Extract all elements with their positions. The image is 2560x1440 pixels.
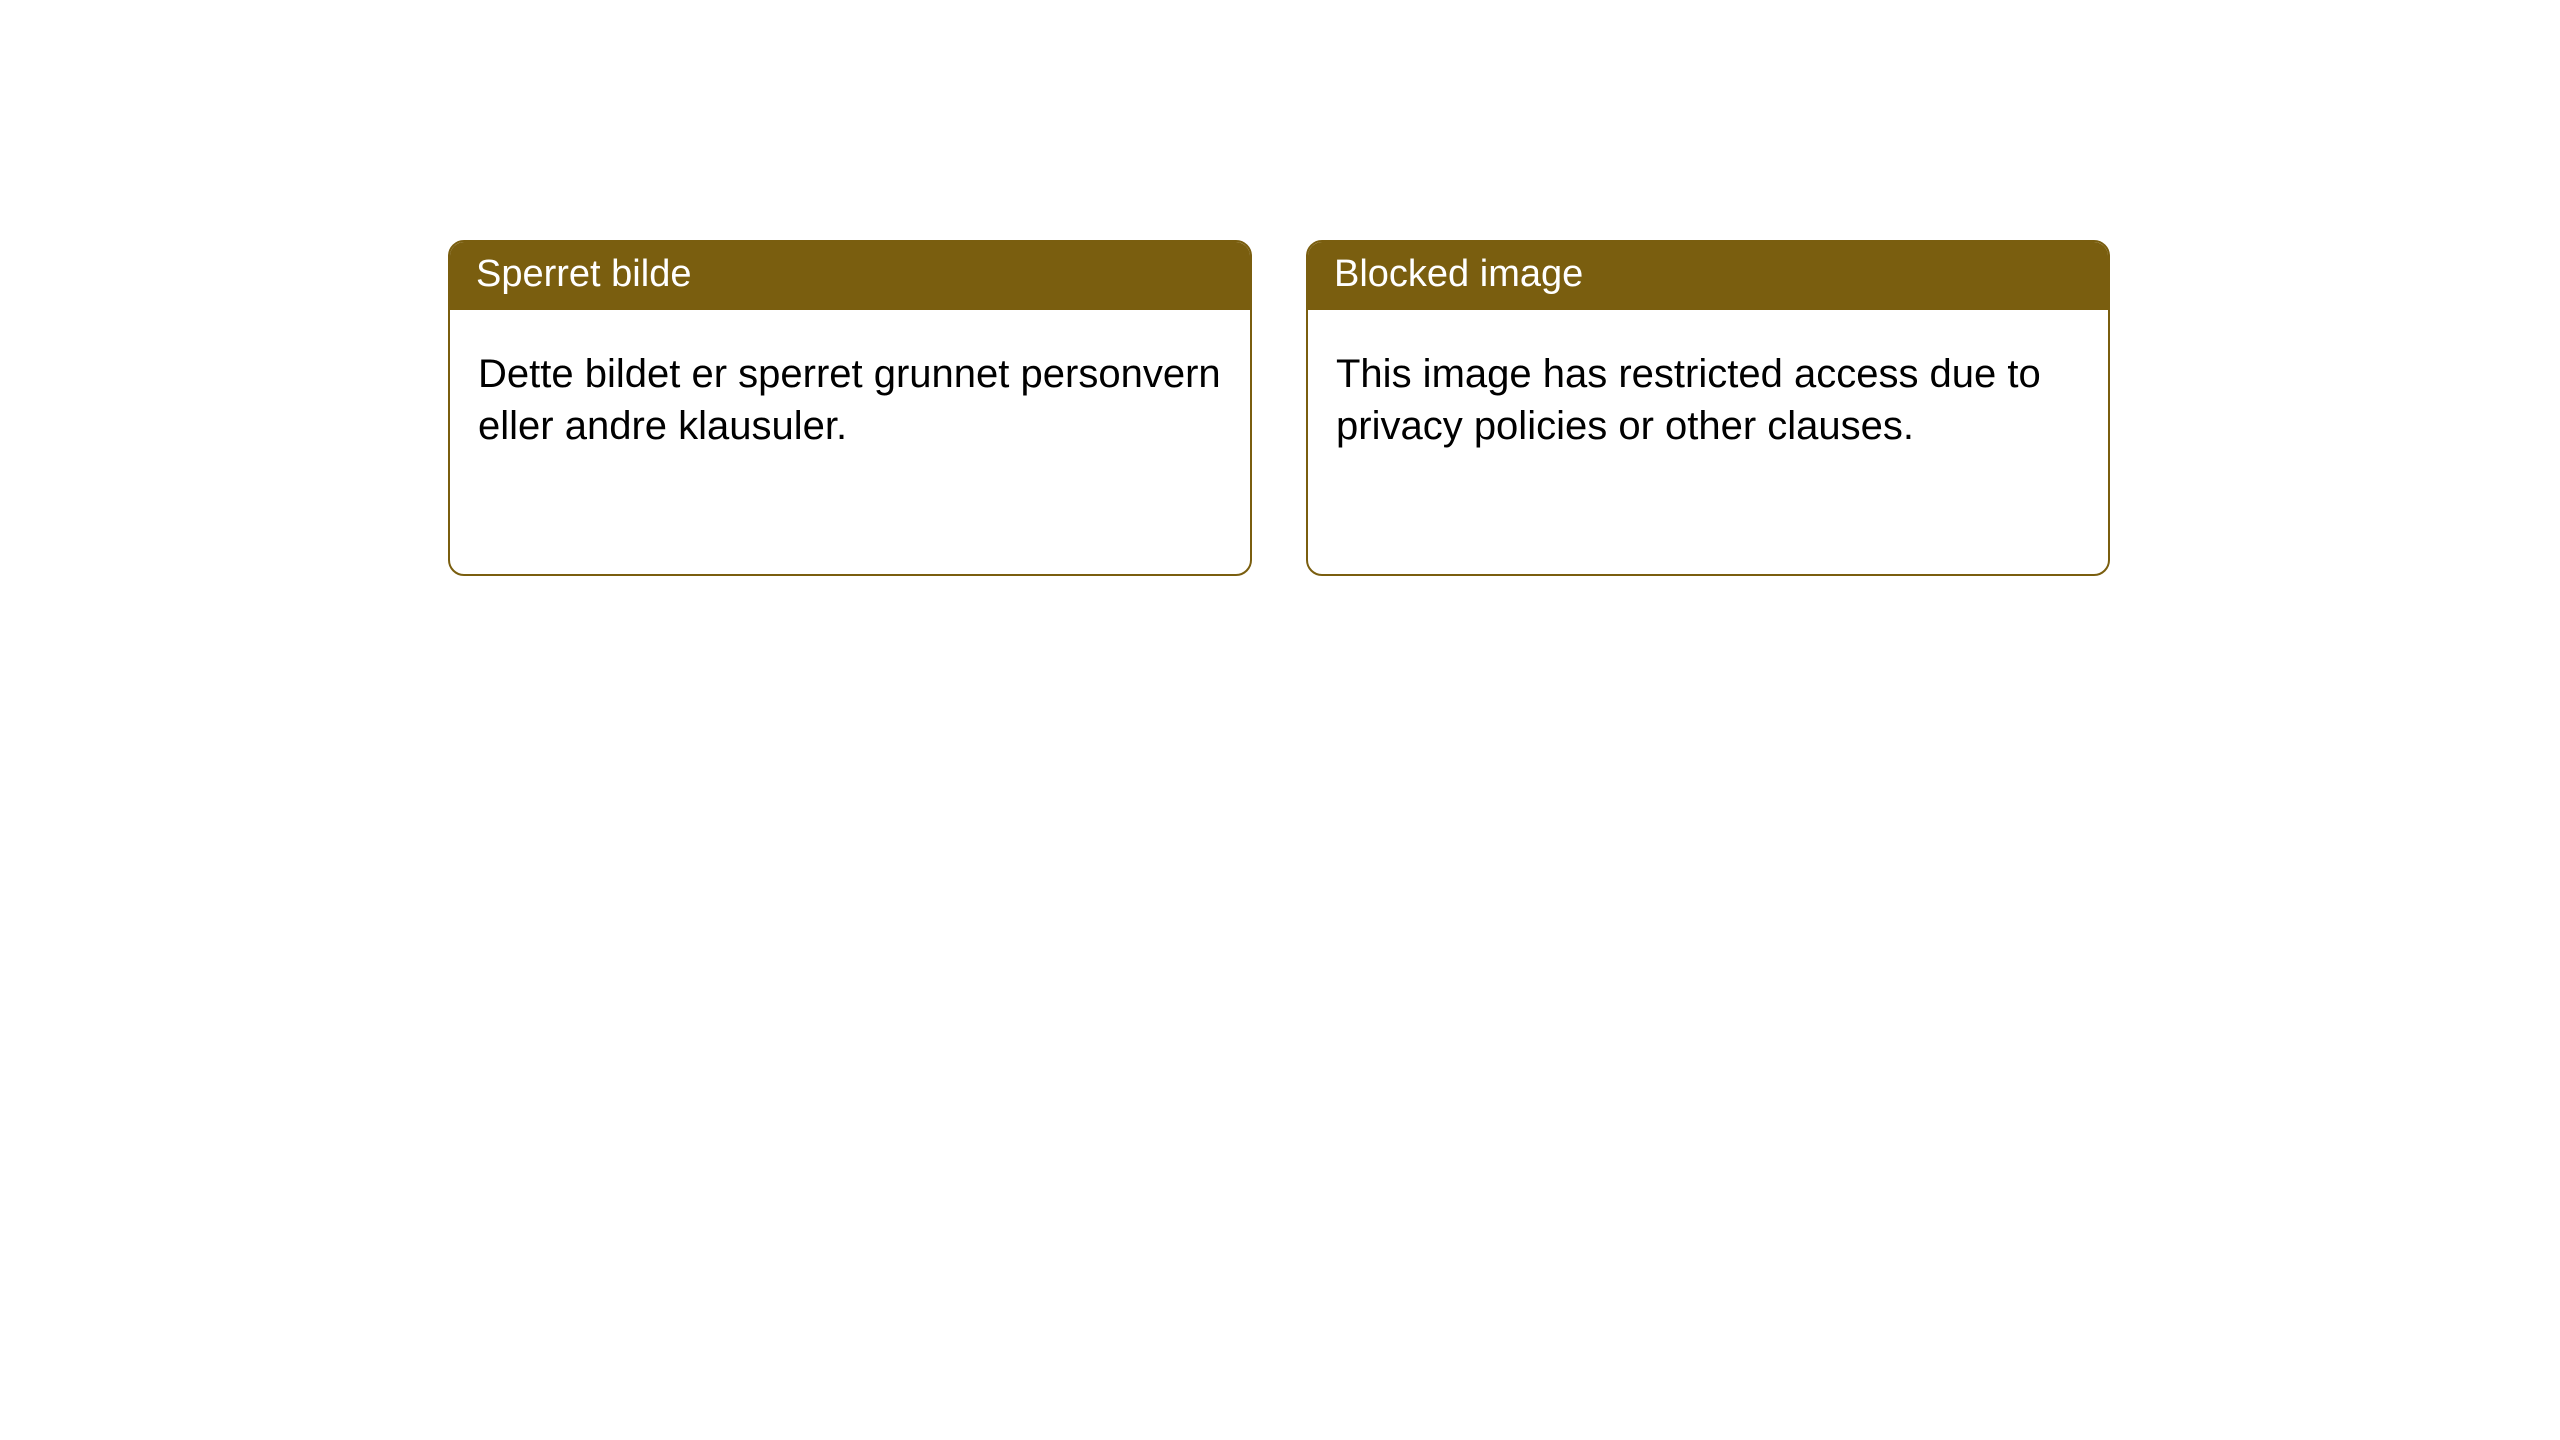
notice-box-no: Sperret bilde Dette bildet er sperret gr… (448, 240, 1252, 576)
notice-body-en: This image has restricted access due to … (1308, 310, 2108, 480)
notice-box-en: Blocked image This image has restricted … (1306, 240, 2110, 576)
notice-title-en: Blocked image (1308, 242, 2108, 310)
notice-body-no: Dette bildet er sperret grunnet personve… (450, 310, 1250, 480)
notice-title-no: Sperret bilde (450, 242, 1250, 310)
notice-container: Sperret bilde Dette bildet er sperret gr… (0, 0, 2560, 576)
